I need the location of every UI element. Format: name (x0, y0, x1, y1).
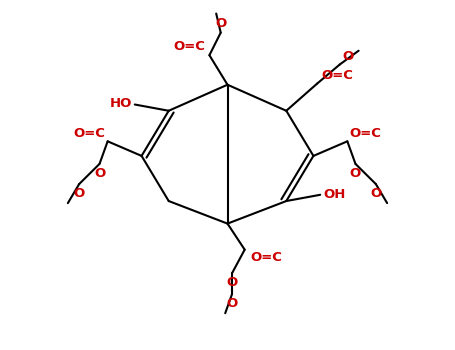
Text: O: O (215, 17, 226, 30)
Text: O=C: O=C (349, 127, 381, 140)
Text: O: O (227, 297, 238, 310)
Text: O=C: O=C (322, 69, 354, 82)
Text: O: O (342, 50, 353, 63)
Text: O: O (350, 167, 361, 180)
Text: O: O (227, 276, 238, 289)
Text: O: O (370, 187, 381, 200)
Text: O: O (74, 187, 85, 200)
Text: O=C: O=C (173, 41, 205, 54)
Text: O=C: O=C (74, 127, 106, 140)
Text: O: O (94, 167, 105, 180)
Text: O=C: O=C (250, 251, 282, 264)
Text: OH: OH (324, 188, 346, 201)
Text: HO: HO (109, 97, 131, 110)
